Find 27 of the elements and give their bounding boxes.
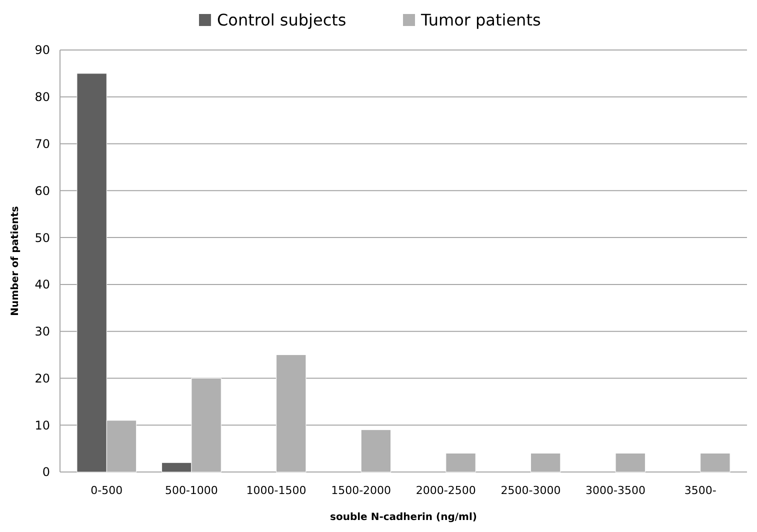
y-tick-label: 80: [34, 90, 50, 104]
y-tick-label: 0: [42, 465, 50, 480]
y-tick-label: 30: [34, 324, 50, 339]
legend-label: Control subjects: [217, 10, 346, 30]
y-tick-label: 20: [34, 371, 50, 386]
x-tick-label: 3000-3500: [586, 484, 646, 497]
bar: [360, 430, 392, 472]
x-tick-label: 1500-2000: [331, 484, 392, 497]
x-tick-label: 2000-2500: [416, 484, 476, 497]
x-axis-title: souble N-cadherin (ng/ml): [330, 512, 477, 523]
y-tick-label: 70: [34, 136, 50, 151]
legend-label: Tumor patients: [420, 10, 541, 30]
bar: [700, 452, 730, 472]
x-tick-label: 3500-: [684, 484, 716, 497]
bar: [446, 452, 476, 472]
y-tick-label: 40: [34, 278, 50, 292]
y-tick-label: 60: [34, 184, 50, 198]
y-tick-label: 50: [34, 230, 50, 245]
x-tick-label: 500-1000: [164, 484, 218, 497]
x-tick-label: 1000-1500: [246, 484, 306, 497]
y-tick-label: 10: [34, 418, 50, 432]
y-tick-label: 90: [34, 43, 50, 58]
y-axis-title: Number of patients: [10, 206, 21, 316]
x-tick-label: 2500-3000: [500, 484, 561, 497]
x-tick-label: 0-500: [90, 484, 123, 497]
bar: [530, 452, 561, 472]
bar: [615, 452, 646, 472]
